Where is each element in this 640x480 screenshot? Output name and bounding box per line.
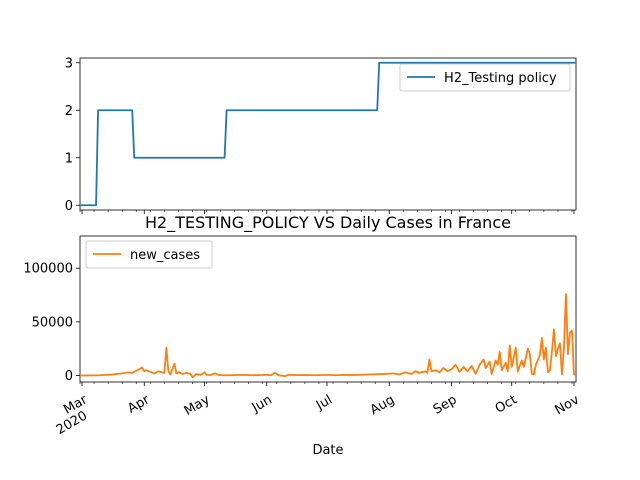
x-tick-label: Apr [125,392,153,417]
top-y-ticks: 0 1 2 3 [65,56,80,214]
x-tick-label: Aug [368,392,397,418]
bottom-series-lines [79,293,576,379]
bottom-y-ticks: 0 50000 100000 [23,262,80,384]
top-series-lines [80,61,576,207]
bottom-y-tick-label: 0 [65,369,73,384]
bottom-series-line-0 [79,293,576,379]
top-y-tick-label: 0 [65,199,73,214]
top-y-tick-label: 2 [65,104,73,119]
x-axis-label: Date [312,443,343,458]
x-tick-label: Oct [493,392,520,416]
x-tick-label: Sep [431,392,460,417]
top-y-tick-label: 1 [65,151,73,166]
top-legend-label: H2_Testing policy [444,71,557,86]
x-tick-label: Jul [313,392,335,413]
x-tick-label: Jun [249,392,275,416]
chart-title: H2_TESTING_POLICY VS Daily Cases in Fran… [145,213,511,233]
bottom-legend-label: new_cases [130,248,200,263]
bottom-y-tick-label: 100000 [23,262,73,277]
top-axes: 0 1 2 3 H2_Testing policy [65,56,577,214]
x-tick-label: May [182,392,213,419]
top-x-ticks [79,210,575,214]
bottom-legend: new_cases [85,240,213,269]
bottom-legend-box [85,240,213,269]
x-tick-label: Nov [553,392,583,418]
top-y-tick-label: 3 [65,56,73,71]
top-legend-box [399,63,571,92]
top-legend: H2_Testing policy [399,63,571,92]
top-series-line-0 [80,61,576,207]
bottom-y-tick-label: 50000 [32,315,73,330]
